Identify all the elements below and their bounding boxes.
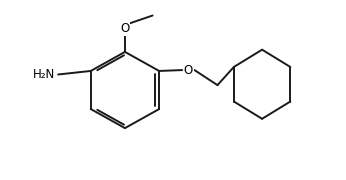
Text: O: O bbox=[184, 64, 193, 76]
Text: H₂N: H₂N bbox=[33, 68, 55, 81]
Text: O: O bbox=[120, 22, 129, 35]
